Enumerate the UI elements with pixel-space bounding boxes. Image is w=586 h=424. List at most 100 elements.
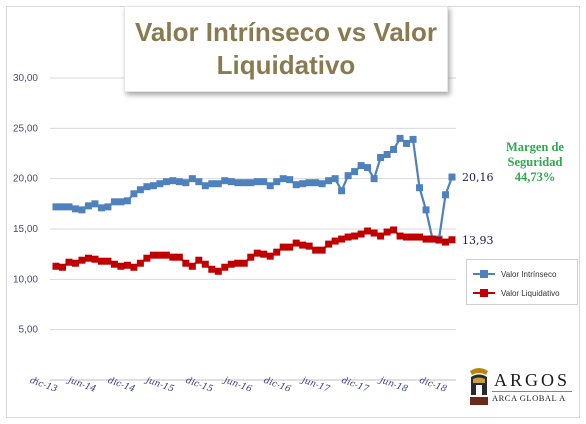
data-point-liquidative xyxy=(175,253,183,261)
legend-label-liquidative: Valor Liquidativo xyxy=(501,288,560,298)
safety-margin-value: 44,73% xyxy=(514,170,556,184)
data-point-intrinsic xyxy=(240,179,248,187)
data-point-liquidative xyxy=(390,226,398,234)
data-point-intrinsic xyxy=(104,203,112,211)
data-point-intrinsic xyxy=(338,187,346,195)
data-point-intrinsic xyxy=(396,134,404,142)
data-point-liquidative xyxy=(344,233,352,241)
data-point-liquidative xyxy=(136,259,144,267)
data-point-liquidative xyxy=(370,229,378,237)
safety-margin-line2: Seguridad xyxy=(507,155,563,169)
data-point-liquidative xyxy=(305,242,313,250)
chart-title: Valor Intrínseco vs Valor Liquidativo xyxy=(124,6,448,92)
data-point-intrinsic xyxy=(266,182,274,190)
data-point-liquidative xyxy=(52,262,60,270)
data-point-intrinsic xyxy=(130,190,138,198)
data-point-intrinsic xyxy=(286,176,294,184)
data-point-liquidative xyxy=(364,227,372,235)
x-tick-label: jun-14 xyxy=(65,375,98,395)
data-point-liquidative xyxy=(162,251,170,259)
data-point-liquidative xyxy=(188,262,196,270)
y-tick-label: 5,00 xyxy=(19,325,39,336)
data-point-intrinsic xyxy=(195,178,203,186)
data-point-liquidative xyxy=(292,239,300,247)
data-point-liquidative xyxy=(260,250,268,258)
data-point-intrinsic xyxy=(136,186,144,194)
data-point-liquidative xyxy=(58,263,66,271)
data-point-intrinsic xyxy=(149,182,157,190)
legend-label-intrinsic: Valor Intrínseco xyxy=(501,269,557,279)
y-tick-label: 20,00 xyxy=(13,174,38,185)
data-point-intrinsic xyxy=(331,175,339,183)
legend-marker-intrinsic xyxy=(473,267,495,281)
data-point-liquidative xyxy=(338,235,346,243)
data-point-liquidative xyxy=(214,267,222,275)
data-point-liquidative xyxy=(123,261,131,269)
data-point-intrinsic xyxy=(52,203,60,211)
x-tick-label: dic-14 xyxy=(106,376,136,395)
data-point-intrinsic xyxy=(182,179,190,187)
logo-divider xyxy=(492,391,572,392)
data-point-liquidative xyxy=(247,253,255,261)
data-point-liquidative xyxy=(286,243,294,251)
data-point-liquidative xyxy=(117,262,125,270)
data-point-liquidative xyxy=(130,263,138,271)
data-point-liquidative xyxy=(156,251,164,259)
data-point-intrinsic xyxy=(357,162,365,170)
data-point-intrinsic xyxy=(84,202,92,210)
data-point-liquidative xyxy=(409,233,417,241)
data-point-intrinsic xyxy=(370,175,378,183)
data-point-liquidative xyxy=(325,240,333,248)
data-point-intrinsic xyxy=(110,198,118,206)
data-point-intrinsic xyxy=(325,177,333,185)
data-point-liquidative xyxy=(351,232,359,240)
data-point-liquidative xyxy=(201,260,209,268)
data-point-intrinsic xyxy=(403,139,411,147)
data-point-liquidative xyxy=(318,246,326,254)
data-point-liquidative xyxy=(377,232,385,240)
data-point-intrinsic xyxy=(305,179,313,187)
logo-subtitle: ARCA GLOBAL A xyxy=(492,393,566,403)
data-point-intrinsic xyxy=(71,205,79,213)
data-point-intrinsic xyxy=(364,164,372,172)
y-tick-label: 25,00 xyxy=(13,123,38,134)
y-tick-label: - xyxy=(35,375,38,386)
data-point-intrinsic xyxy=(169,177,177,185)
data-point-liquidative xyxy=(279,243,287,251)
data-point-intrinsic xyxy=(188,175,196,183)
data-point-intrinsic xyxy=(390,145,398,153)
data-point-liquidative xyxy=(97,257,105,265)
data-point-liquidative xyxy=(65,258,73,266)
data-point-liquidative xyxy=(71,259,79,267)
data-point-intrinsic xyxy=(416,184,424,192)
data-point-intrinsic xyxy=(201,182,209,190)
data-point-intrinsic xyxy=(208,180,216,188)
data-point-intrinsic xyxy=(292,181,300,189)
data-point-liquidative xyxy=(357,230,365,238)
end-label-liquidative: 13,93 xyxy=(462,234,494,247)
data-point-liquidative xyxy=(104,257,112,265)
x-tick-label: dic-18 xyxy=(418,376,448,395)
safety-margin-annotation: Margen de Seguridad 44,73% xyxy=(492,140,578,185)
data-point-intrinsic xyxy=(78,206,86,214)
chart-title-line2: Liquidativo xyxy=(216,50,356,80)
data-point-intrinsic xyxy=(227,178,235,186)
data-point-liquidative xyxy=(227,260,235,268)
data-point-intrinsic xyxy=(175,178,183,186)
data-point-liquidative xyxy=(416,233,424,241)
data-point-liquidative xyxy=(169,253,177,261)
helmet-icon xyxy=(470,368,488,405)
data-point-intrinsic xyxy=(123,197,131,205)
data-point-intrinsic xyxy=(162,178,170,186)
data-point-liquidative xyxy=(403,233,411,241)
data-point-liquidative xyxy=(383,228,391,236)
data-point-intrinsic xyxy=(234,179,242,187)
data-point-intrinsic xyxy=(318,180,326,188)
data-point-intrinsic xyxy=(299,180,307,188)
x-tick-label: jun-18 xyxy=(377,375,410,395)
data-point-intrinsic xyxy=(279,175,287,183)
data-point-intrinsic xyxy=(247,179,255,187)
data-point-liquidative xyxy=(221,263,229,271)
data-point-liquidative xyxy=(240,259,248,267)
legend-marker-liquidative xyxy=(473,286,495,300)
